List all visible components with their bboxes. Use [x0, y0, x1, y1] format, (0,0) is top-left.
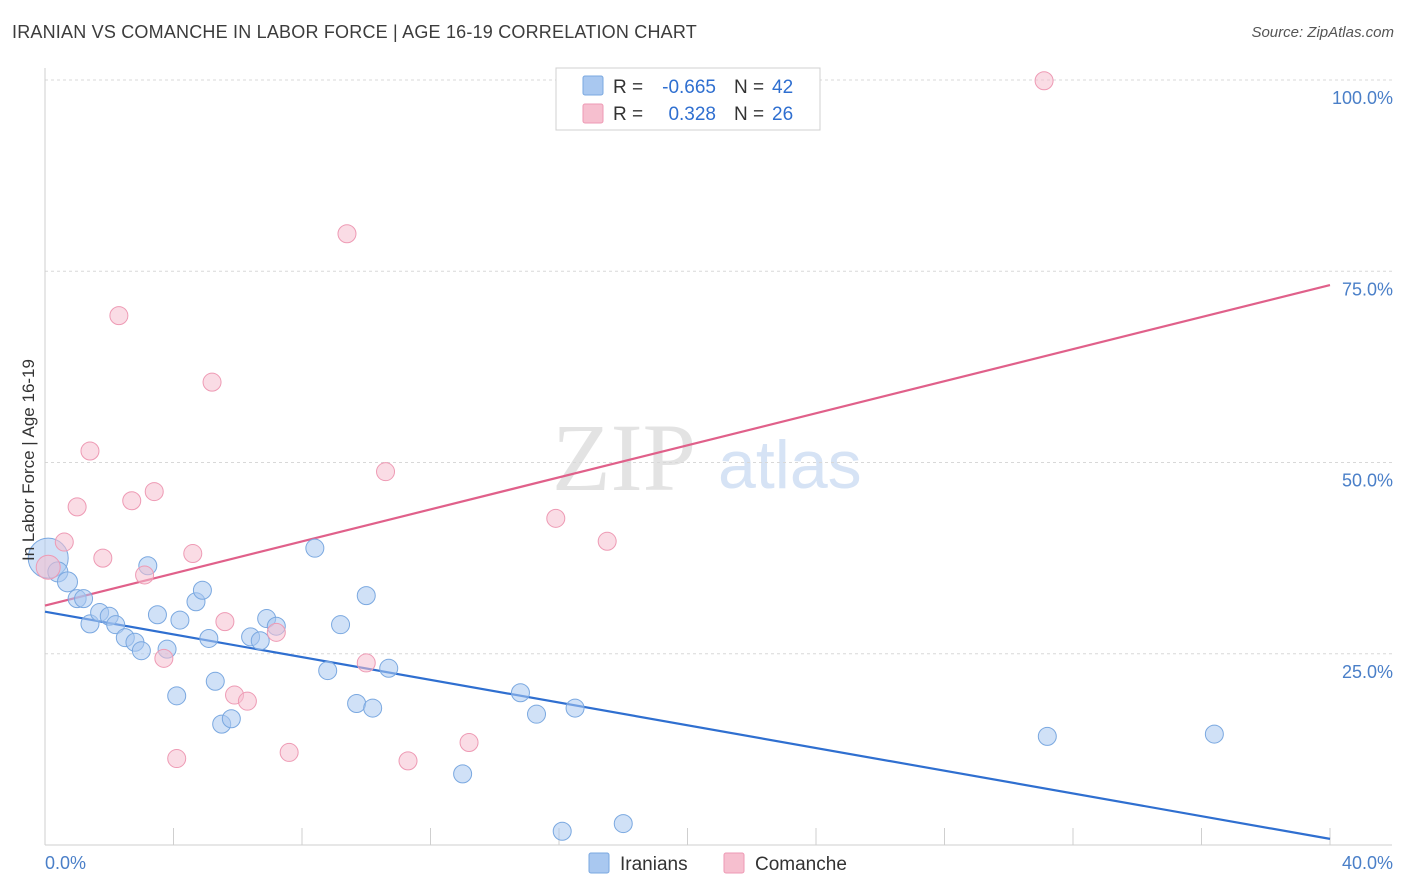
iranian-point — [199, 628, 219, 648]
legend-swatch-comanche — [723, 852, 745, 874]
legend-n-label: N = — [734, 77, 764, 98]
comanche-point — [376, 462, 396, 482]
source-label: Source: ZipAtlas.com — [1251, 24, 1394, 41]
y-tick-label: 50.0% — [1342, 471, 1393, 491]
chart-title: IRANIAN VS COMANCHE IN LABOR FORCE | AGE… — [12, 22, 697, 42]
comanche-point — [183, 544, 203, 564]
iranian-point — [356, 586, 376, 606]
iranian-point — [363, 698, 383, 718]
legend-item-comanche: Comanche — [755, 854, 847, 875]
iranian-point — [379, 658, 399, 678]
legend-swatch-comanche — [582, 103, 604, 124]
legend-r-label: R = — [613, 104, 643, 125]
legend-n-label: N = — [734, 104, 764, 125]
iranian-point — [167, 686, 187, 706]
data-points — [27, 71, 1224, 841]
x-tick-label: 0.0% — [45, 853, 86, 873]
comanche-point — [122, 491, 142, 511]
comanche-point — [35, 554, 61, 580]
legend-series: Iranians Comanche — [588, 852, 847, 875]
comanche-point — [356, 653, 376, 673]
gridlines — [45, 79, 1392, 655]
iranian-point — [565, 698, 585, 718]
iranian-point — [147, 605, 167, 625]
comanche-point — [546, 508, 566, 528]
iranian-point — [305, 538, 325, 558]
iranian-point — [1037, 726, 1057, 746]
comanche-point — [337, 224, 357, 244]
legend-item-iranians: Iranians — [620, 854, 688, 875]
comanche-point — [167, 749, 187, 769]
iranian-point — [192, 580, 212, 600]
x-tick-label: 40.0% — [1342, 853, 1393, 873]
iranian-point — [552, 821, 572, 841]
iranian-point — [74, 589, 94, 609]
legend-r-value: 0.328 — [668, 104, 716, 125]
iranian-point — [250, 631, 270, 651]
comanche-point — [135, 565, 155, 585]
comanche-point — [266, 622, 286, 642]
iranian-point — [170, 610, 190, 630]
legend-n-value: 42 — [772, 77, 793, 98]
comanche-point — [54, 532, 74, 552]
comanche-point — [80, 441, 100, 461]
comanche-point — [144, 482, 164, 502]
comanche-point — [202, 372, 222, 392]
comanche-point — [279, 742, 299, 762]
comanche-point — [398, 751, 418, 771]
comanche-point — [93, 548, 113, 568]
comanche-point — [237, 691, 257, 711]
watermark-atlas: atlas — [718, 427, 862, 503]
iranian-point — [527, 704, 547, 724]
iranian-point — [331, 615, 351, 635]
comanche-point — [215, 612, 235, 632]
comanche-point — [597, 531, 617, 551]
iranian-point — [205, 671, 225, 691]
iranian-point — [453, 764, 473, 784]
y-tick-label: 75.0% — [1342, 279, 1393, 299]
iranian-point — [56, 571, 78, 593]
comanche-point — [109, 306, 129, 326]
y-axis-label: In Labor Force | Age 16-19 — [19, 359, 38, 561]
y-tick-label: 25.0% — [1342, 662, 1393, 682]
trend-lines — [44, 283, 1331, 840]
iranian-point — [510, 683, 530, 703]
iranian-point — [318, 661, 338, 681]
iranian-point — [347, 693, 367, 713]
iranian-point — [613, 814, 633, 834]
legend-n-value: 26 — [772, 104, 793, 125]
iranian-point — [221, 709, 241, 729]
comanche-trend-line — [44, 283, 1331, 607]
comanche-point — [459, 732, 479, 752]
legend-swatch-iranians — [588, 852, 610, 874]
legend-r-value: -0.665 — [662, 77, 716, 98]
comanche-point — [154, 648, 174, 668]
y-tick-label: 100.0% — [1332, 88, 1393, 108]
watermark-zip: ZIP — [552, 404, 696, 511]
comanche-point — [1034, 71, 1054, 91]
iranian-point — [131, 641, 151, 661]
iranian-point — [106, 615, 126, 635]
legend-stats: R = -0.665 N = 42 R = 0.328 N = 26 — [555, 67, 821, 131]
iranian-point — [1204, 724, 1224, 744]
legend-r-label: R = — [613, 77, 643, 98]
legend-swatch-iranians — [582, 75, 604, 96]
comanche-point — [67, 497, 87, 517]
tick-labels: 25.0% 50.0% 75.0% 100.0% 0.0% 40.0% — [45, 88, 1393, 873]
